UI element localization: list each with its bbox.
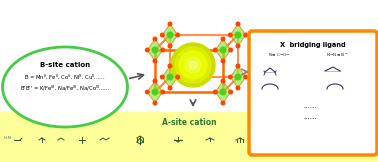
- Circle shape: [153, 37, 157, 41]
- Circle shape: [235, 32, 241, 38]
- Text: ......: ......: [303, 114, 317, 120]
- Circle shape: [152, 47, 158, 53]
- Circle shape: [228, 75, 232, 79]
- Circle shape: [220, 47, 226, 53]
- Polygon shape: [215, 39, 231, 61]
- Text: $\rm N{-}N{\equiv}N^-$: $\rm N{-}N{\equiv}N^-$: [326, 52, 349, 58]
- Circle shape: [152, 89, 158, 95]
- Circle shape: [161, 48, 164, 52]
- Text: A-site cation: A-site cation: [162, 118, 216, 127]
- Text: X  bridging ligand: X bridging ligand: [280, 42, 346, 48]
- Text: ......: ......: [303, 103, 317, 109]
- Polygon shape: [162, 66, 178, 88]
- Ellipse shape: [3, 47, 127, 127]
- Text: $\rm N$: $\rm N$: [332, 52, 336, 59]
- Circle shape: [221, 79, 225, 83]
- Circle shape: [221, 37, 225, 41]
- Circle shape: [153, 79, 157, 83]
- Polygon shape: [147, 81, 163, 103]
- Circle shape: [244, 75, 248, 79]
- Circle shape: [235, 74, 241, 80]
- FancyBboxPatch shape: [249, 31, 377, 155]
- Circle shape: [161, 90, 164, 94]
- Circle shape: [168, 64, 172, 68]
- Circle shape: [214, 90, 217, 94]
- Text: B-site cation: B-site cation: [40, 62, 90, 68]
- Circle shape: [236, 86, 240, 90]
- Circle shape: [146, 90, 149, 94]
- Circle shape: [146, 48, 149, 52]
- Circle shape: [244, 33, 248, 37]
- Circle shape: [153, 101, 157, 105]
- Text: $\rm H_2N$: $\rm H_2N$: [3, 134, 12, 142]
- Circle shape: [236, 44, 240, 48]
- Polygon shape: [230, 24, 246, 46]
- Polygon shape: [215, 81, 231, 103]
- Polygon shape: [162, 24, 178, 46]
- Circle shape: [167, 32, 173, 38]
- Text: B'B'' = K/Fe$^{III}$, Na/Fe$^{III}$, Na/Co$^{III}$......: B'B'' = K/Fe$^{III}$, Na/Fe$^{III}$, Na/…: [20, 83, 110, 93]
- Circle shape: [176, 33, 180, 37]
- Circle shape: [185, 57, 201, 73]
- Text: $\rm N$: $\rm N$: [270, 52, 274, 59]
- Circle shape: [168, 22, 172, 26]
- Text: $\rm N{\equiv}C{-}O{-}$: $\rm N{\equiv}C{-}O{-}$: [268, 52, 291, 58]
- Polygon shape: [230, 66, 246, 88]
- Circle shape: [167, 74, 173, 80]
- Circle shape: [214, 48, 217, 52]
- Circle shape: [176, 75, 180, 79]
- Circle shape: [161, 33, 164, 37]
- Circle shape: [228, 33, 232, 37]
- Circle shape: [229, 90, 232, 94]
- Circle shape: [221, 101, 225, 105]
- Circle shape: [221, 59, 225, 63]
- Circle shape: [236, 22, 240, 26]
- Circle shape: [161, 75, 164, 79]
- Polygon shape: [147, 39, 163, 61]
- Circle shape: [220, 89, 226, 95]
- Circle shape: [229, 48, 232, 52]
- Circle shape: [189, 61, 197, 69]
- FancyBboxPatch shape: [0, 112, 378, 162]
- Text: B = Mn$^{II}$, Fe$^{II}$, Co$^{II}$, Ni$^{II}$, Cu$^{II}$......: B = Mn$^{II}$, Fe$^{II}$, Co$^{II}$, Ni$…: [24, 73, 106, 81]
- Circle shape: [171, 43, 215, 87]
- Circle shape: [168, 86, 172, 90]
- Circle shape: [175, 47, 211, 83]
- Text: $\rm N$: $\rm N$: [345, 52, 349, 59]
- Circle shape: [153, 59, 157, 63]
- Circle shape: [168, 44, 172, 48]
- Circle shape: [236, 64, 240, 68]
- Circle shape: [179, 51, 207, 79]
